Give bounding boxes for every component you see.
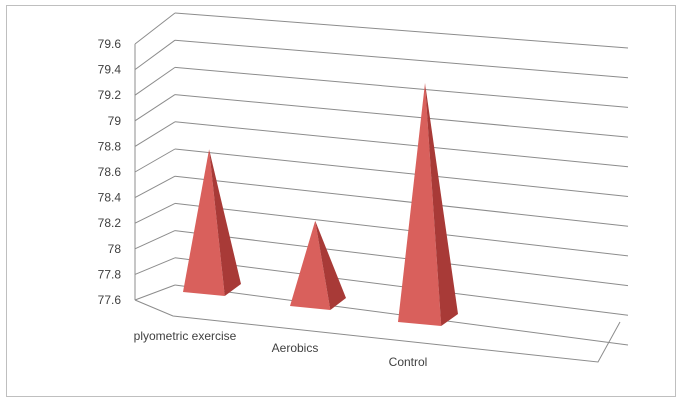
gridline-left-wall	[135, 149, 175, 172]
gridline-back-wall	[175, 122, 628, 167]
gridline-left-wall	[135, 203, 175, 223]
y-tick-label: 77.6	[98, 293, 122, 307]
gridline-back-wall	[175, 203, 628, 256]
gridline-back-wall	[175, 13, 628, 48]
x-axis-category-labels: plyometric exercise Aerobics Control	[134, 329, 428, 369]
gridline-left-wall	[135, 122, 175, 147]
y-tick-label: 78.8	[98, 139, 122, 153]
pyramid-2	[398, 83, 458, 326]
pyramid-0	[183, 149, 241, 296]
y-tick-label: 79	[108, 114, 122, 128]
x-category-label: Aerobics	[272, 341, 319, 355]
y-tick-label: 78.4	[98, 191, 122, 205]
x-category-label: Control	[389, 355, 428, 369]
gridline-back-wall	[175, 176, 628, 226]
y-tick-label: 78.2	[98, 216, 122, 230]
gridline-left-wall	[135, 258, 175, 275]
gridline-left-wall	[135, 95, 175, 121]
gridline-left-wall	[135, 40, 175, 69]
y-tick-label: 78.6	[98, 165, 122, 179]
gridline-left-wall	[135, 231, 175, 249]
gridline-left-wall	[135, 67, 175, 95]
y-tick-label: 79.6	[98, 37, 122, 51]
y-tick-label: 78	[108, 242, 122, 256]
x-category-label: plyometric exercise	[134, 329, 237, 343]
gridline-back-wall	[175, 149, 628, 197]
y-axis-tick-labels: 77.6 77.8 78 78.2 78.4 78.6 78.8 79 79.2 79.4 79.6	[98, 37, 122, 307]
gridline-left-wall	[135, 176, 175, 197]
y-tick-label: 79.4	[98, 63, 122, 77]
y-tick-label: 77.8	[98, 267, 122, 281]
gridline-back-wall	[175, 231, 628, 286]
pyramid-series	[183, 83, 458, 326]
gridline-left-wall	[135, 13, 175, 44]
gridline-left-wall	[135, 285, 175, 300]
pyramid-1	[290, 221, 346, 310]
y-tick-label: 79.2	[98, 88, 122, 102]
gridline-back-wall	[175, 40, 628, 77]
